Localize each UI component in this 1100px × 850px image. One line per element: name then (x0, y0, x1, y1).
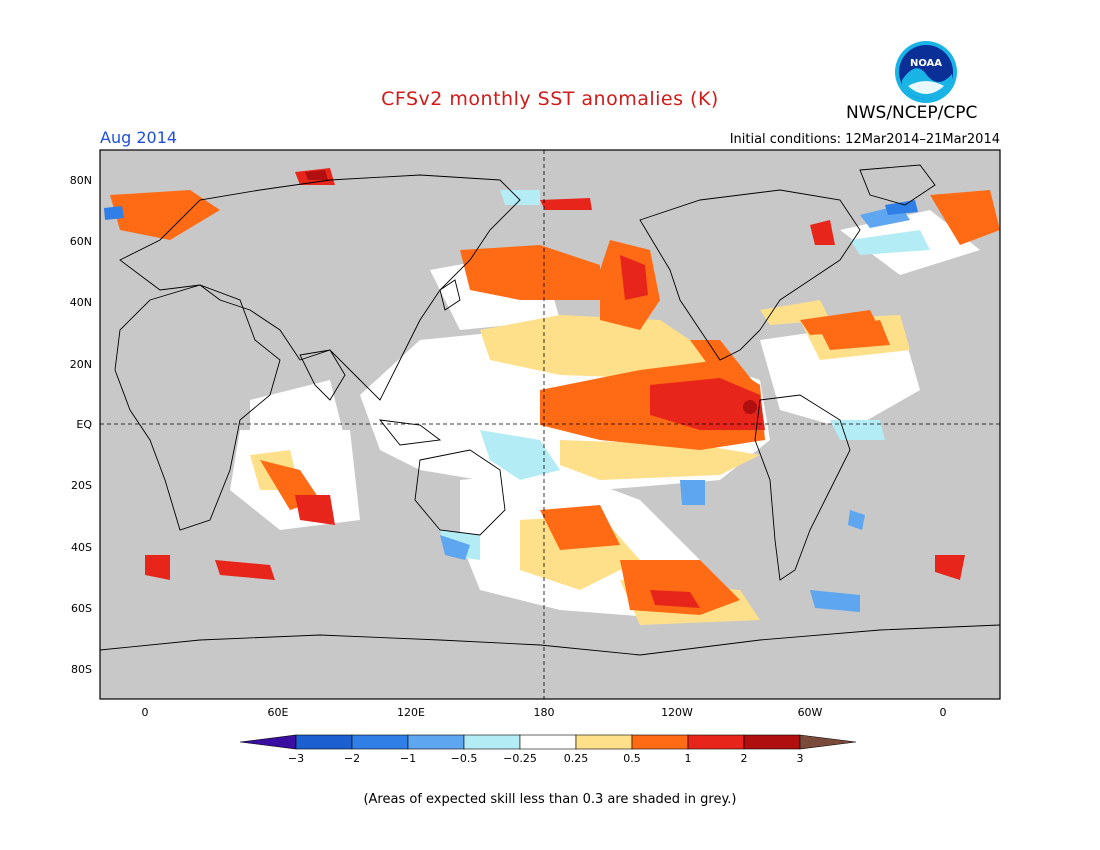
lon-label: 0 (142, 706, 149, 719)
noaa-logo: NOAA (894, 40, 958, 104)
colorbar-box (631, 734, 689, 750)
lon-label: 120W (661, 706, 693, 719)
lon-label: 60E (268, 706, 289, 719)
colorbar: −3 −2 −1 −0.5 −0.25 0.25 0.5 1 2 3 (239, 734, 857, 765)
strong-warm-regions (145, 168, 965, 608)
lat-label: 60N (70, 235, 92, 248)
colorbar-label: 0.25 (564, 752, 589, 765)
very-strong-warm-regions (305, 170, 757, 414)
lon-label: 180 (534, 706, 555, 719)
initial-conditions: Initial conditions: 12Mar2014–21Mar2014 (729, 132, 1000, 147)
lat-label: 40N (70, 296, 92, 309)
lon-label: 120E (397, 706, 425, 719)
colorbar-label: 3 (797, 752, 804, 765)
colorbar-label: 2 (741, 752, 748, 765)
colorbar-label: −2 (344, 752, 360, 765)
colorbar-label: −1 (400, 752, 416, 765)
lat-label: 40S (71, 541, 92, 554)
colorbar-box (575, 734, 633, 750)
colorbar-box (295, 734, 353, 750)
lon-label: 0 (940, 706, 947, 719)
longitude-axis: 0 60E 120E 180 120W 60W 0 (142, 706, 947, 719)
north-america-outline (639, 189, 861, 361)
colorbar-max-arrow (799, 734, 857, 750)
india-outline (299, 349, 346, 401)
africa-outline (114, 284, 281, 531)
lat-label: EQ (76, 418, 92, 431)
lat-label: 20N (70, 358, 92, 371)
coastlines (100, 164, 1000, 656)
japan-outline (439, 279, 461, 311)
logo-text: NOAA (910, 58, 942, 69)
map-frame (99, 149, 1001, 700)
colorbar-box (519, 734, 577, 750)
colorbar-box (463, 734, 521, 750)
indonesia-outline (378, 419, 442, 446)
colorbar-label: −0.5 (451, 752, 478, 765)
colorbar-box (407, 734, 465, 750)
colorbar-label: 0.5 (623, 752, 641, 765)
greenland-outline (859, 164, 936, 206)
colorbar-label: −0.25 (503, 752, 537, 765)
moderate-cool-regions (440, 205, 910, 612)
lat-label: 20S (71, 479, 92, 492)
colorbar-box (743, 734, 801, 750)
antarctica-outline (100, 624, 1000, 656)
chart-title: CFSv2 monthly SST anomalies (K) (381, 88, 719, 110)
colorbar-label: 1 (685, 752, 692, 765)
map-area (100, 150, 1000, 699)
colorbar-label: −3 (288, 752, 304, 765)
valid-month: Aug 2014 (100, 128, 178, 147)
eurasia-outline (119, 174, 521, 401)
latitude-axis: 80N 60N 40N 20N EQ 20S 40S 60S 80S (70, 174, 93, 676)
colorbar-box (687, 734, 745, 750)
lat-label: 80N (70, 174, 92, 187)
skill-footnote: (Areas of expected skill less than 0.3 a… (363, 792, 737, 807)
strong-cool-regions (104, 200, 918, 220)
australia-outline (414, 449, 506, 536)
lon-label: 60W (798, 706, 823, 719)
colorbar-box (351, 734, 409, 750)
south-america-outline (754, 394, 851, 581)
agency-label: NWS/NCEP/CPC (846, 103, 978, 123)
lat-label: 80S (71, 663, 92, 676)
lat-label: 60S (71, 602, 92, 615)
colorbar-min-arrow (239, 734, 297, 750)
